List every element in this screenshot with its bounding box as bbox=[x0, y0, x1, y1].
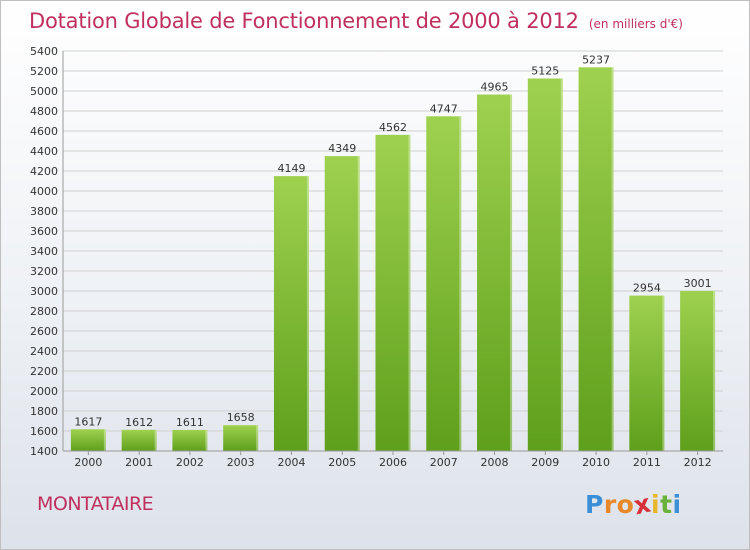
bar-2009 bbox=[527, 78, 563, 451]
bar-2010 bbox=[578, 67, 614, 452]
y-tick-label: 3400 bbox=[30, 245, 58, 258]
y-tick-label: 4000 bbox=[30, 185, 58, 198]
logo-letter: t bbox=[660, 490, 673, 519]
x-tick-label: 2006 bbox=[379, 456, 407, 469]
data-label: 1612 bbox=[125, 416, 153, 429]
y-tick-label: 5200 bbox=[30, 65, 58, 78]
y-tick-label: 1400 bbox=[30, 445, 58, 458]
logo-letter: r bbox=[603, 490, 617, 519]
logo-letter: P bbox=[585, 490, 604, 519]
x-tick-label: 2011 bbox=[633, 456, 661, 469]
y-tick-label: 2200 bbox=[30, 365, 58, 378]
logo-letter: i bbox=[672, 490, 682, 519]
y-tick-label: 1600 bbox=[30, 425, 58, 438]
bar-highlight bbox=[662, 295, 665, 451]
data-label: 5125 bbox=[531, 65, 559, 78]
bar-2002 bbox=[172, 429, 208, 451]
bar-2012 bbox=[680, 290, 716, 451]
bar-2003 bbox=[223, 425, 259, 451]
y-tick-label: 4400 bbox=[30, 145, 58, 158]
bar-2005 bbox=[324, 156, 360, 451]
y-tick-label: 2600 bbox=[30, 325, 58, 338]
bar-highlight bbox=[611, 67, 614, 452]
y-tick-label: 3200 bbox=[30, 265, 58, 278]
bar-highlight bbox=[713, 290, 716, 451]
x-tick-label: 2008 bbox=[481, 456, 509, 469]
bar-highlight bbox=[560, 78, 563, 451]
x-tick-label: 2007 bbox=[430, 456, 458, 469]
bar-2004 bbox=[273, 176, 309, 451]
x-tick-label: 2010 bbox=[582, 456, 610, 469]
data-label: 1611 bbox=[176, 416, 204, 429]
data-label: 4149 bbox=[277, 162, 305, 175]
bar-highlight bbox=[103, 429, 106, 451]
bar-highlight bbox=[510, 94, 513, 451]
y-tick-label: 5000 bbox=[30, 85, 58, 98]
chart-title: Dotation Globale de Fonctionnement de 20… bbox=[29, 9, 579, 33]
data-label: 4747 bbox=[430, 102, 458, 115]
proxiti-logo: Proxiti bbox=[585, 489, 682, 521]
y-tick-label: 3000 bbox=[30, 285, 58, 298]
y-tick-label: 2800 bbox=[30, 305, 58, 318]
bar-2000 bbox=[70, 429, 106, 451]
x-tick-label: 2012 bbox=[684, 456, 712, 469]
commune-name: MONTATAIRE bbox=[37, 493, 154, 515]
y-tick-label: 4200 bbox=[30, 165, 58, 178]
bar-2011 bbox=[629, 295, 665, 451]
chart-title-block: Dotation Globale de Fonctionnement de 20… bbox=[29, 9, 683, 33]
data-label: 1658 bbox=[227, 411, 255, 424]
bar-highlight bbox=[459, 116, 462, 452]
x-tick-label: 2004 bbox=[277, 456, 305, 469]
data-labels: 1617 1612 1611 1658 4149 4349 4562 4747 4965 5125… bbox=[74, 53, 711, 429]
bar-highlight bbox=[408, 134, 411, 452]
data-label: 4965 bbox=[481, 81, 509, 94]
bar-highlight bbox=[357, 156, 360, 451]
bar-2007 bbox=[426, 116, 462, 452]
y-tick-label: 2000 bbox=[30, 385, 58, 398]
x-tick-label: 2003 bbox=[227, 456, 255, 469]
data-label: 3001 bbox=[684, 277, 712, 290]
bar-highlight bbox=[154, 429, 157, 451]
data-label: 5237 bbox=[582, 53, 610, 66]
bar-highlight bbox=[306, 176, 309, 451]
axes bbox=[62, 51, 723, 455]
y-axis-tick-labels: 1400 1600 1800 2000 2200 2400 2600 2800 3000 3200… bbox=[30, 45, 58, 458]
y-tick-label: 3600 bbox=[30, 225, 58, 238]
logo-letter: i bbox=[651, 490, 661, 519]
y-tick-label: 1800 bbox=[30, 405, 58, 418]
chart-unit-label: (en milliers d'€) bbox=[588, 17, 683, 31]
x-tick-label: 2001 bbox=[125, 456, 153, 469]
x-tick-label: 2002 bbox=[176, 456, 204, 469]
bars bbox=[70, 67, 716, 452]
data-label: 2954 bbox=[633, 282, 661, 295]
x-axis-tick-labels: 2000 2001 2002 2003 2004 2005 2006 2007 2008 2009… bbox=[74, 456, 711, 469]
y-tick-label: 3800 bbox=[30, 205, 58, 218]
y-tick-label: 2400 bbox=[30, 345, 58, 358]
bar-highlight bbox=[205, 429, 208, 451]
x-tick-label: 2000 bbox=[74, 456, 102, 469]
y-tick-label: 4600 bbox=[30, 125, 58, 138]
data-label: 4562 bbox=[379, 121, 407, 134]
data-label: 4349 bbox=[328, 142, 356, 155]
data-label: 1617 bbox=[74, 415, 102, 428]
bar-2006 bbox=[375, 134, 411, 452]
y-tick-label: 5400 bbox=[30, 45, 58, 58]
logo-letter: o bbox=[616, 490, 635, 519]
x-tick-label: 2005 bbox=[328, 456, 356, 469]
bar-highlight bbox=[256, 425, 259, 451]
bar-2001 bbox=[121, 429, 157, 451]
x-tick-label: 2009 bbox=[531, 456, 559, 469]
bar-2008 bbox=[477, 94, 513, 451]
y-tick-label: 4800 bbox=[30, 105, 58, 118]
